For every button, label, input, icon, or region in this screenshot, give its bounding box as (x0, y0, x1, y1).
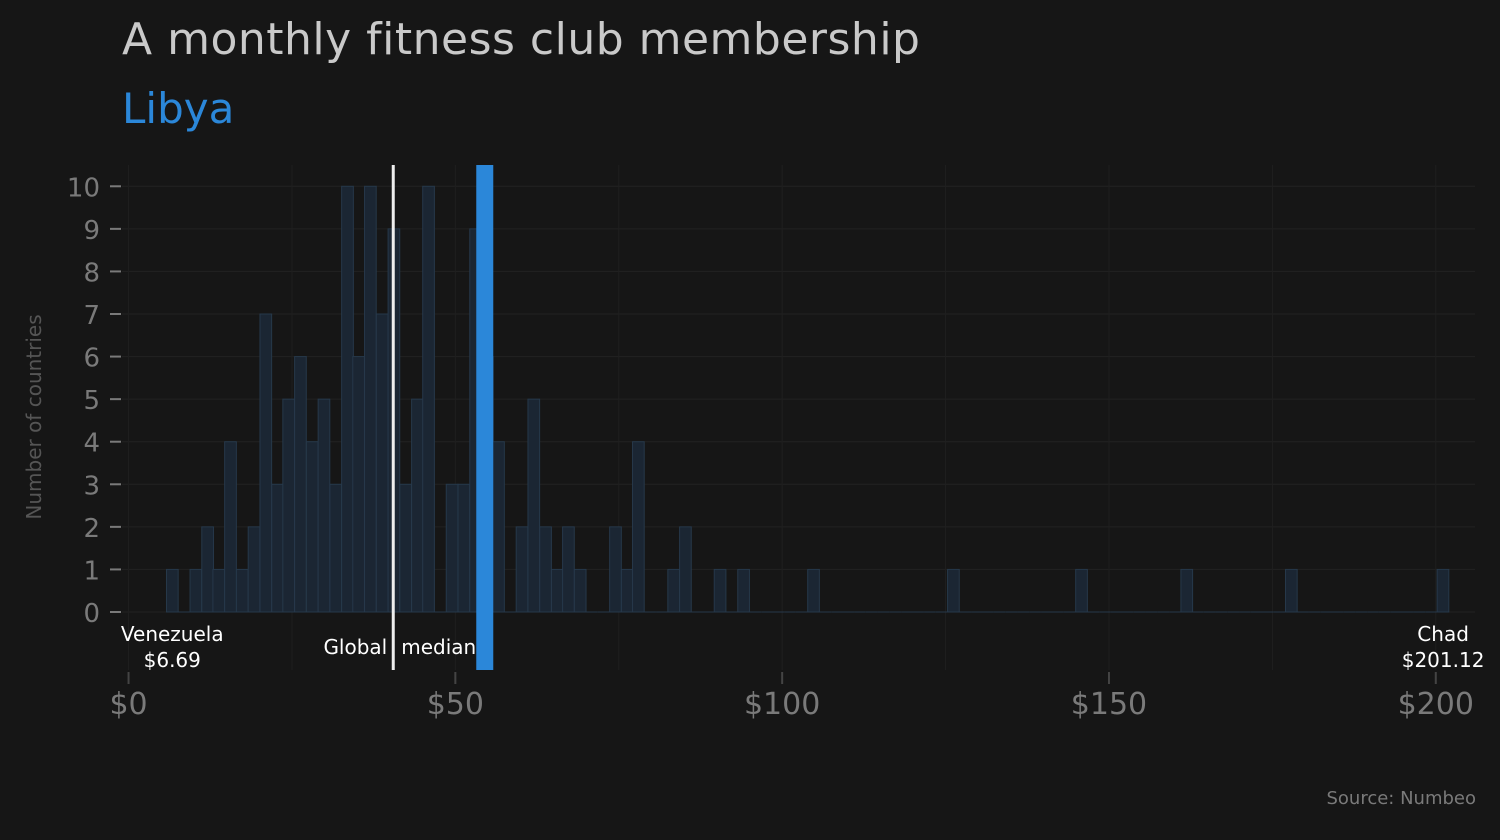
histogram-bar (201, 526, 214, 613)
y-tick-label: 10 (67, 173, 100, 203)
histogram-bar (737, 568, 750, 613)
chart-title: A monthly fitness club membership (122, 14, 921, 65)
histogram-bar (527, 398, 541, 613)
histogram-bar (492, 441, 505, 613)
source-note: Source: Numbeo (1326, 788, 1476, 809)
histogram-bar (1436, 568, 1450, 613)
histogram-bar (947, 568, 960, 613)
histogram-bar (294, 356, 307, 613)
highlight-bar (476, 165, 494, 670)
histogram-bar (422, 185, 435, 613)
y-axis-title: Number of countries (22, 314, 46, 519)
histogram-bar (375, 313, 389, 613)
histogram-bar (165, 568, 179, 613)
histogram-bar (411, 398, 424, 613)
y-tick-label: 5 (83, 386, 100, 416)
x-tick-label: $150 (1071, 687, 1147, 722)
y-tick-label: 3 (83, 471, 100, 501)
histogram-bar (1284, 568, 1298, 613)
y-tick-label: 9 (83, 216, 100, 246)
histogram-bar (807, 568, 820, 613)
histogram-bar (212, 568, 226, 613)
histogram-bar (305, 441, 319, 613)
histogram-bar (341, 185, 354, 613)
histogram-bar (445, 483, 459, 613)
histogram-bar (352, 356, 365, 613)
histogram-bar (329, 483, 343, 613)
median-label-word: median (401, 635, 476, 659)
histogram-bar (259, 313, 273, 613)
histogram-bar (539, 526, 552, 613)
y-tick-label: 6 (83, 344, 100, 374)
bars-layer (165, 185, 1450, 613)
x-tick-label: $100 (744, 687, 820, 722)
histogram-bar (609, 526, 622, 613)
y-tick-label: 7 (83, 301, 100, 331)
median-label: Global median (323, 635, 476, 659)
histogram-bar (317, 398, 331, 613)
annotation-label: $6.69 (144, 648, 201, 672)
x-tick-label: $0 (109, 687, 147, 722)
histogram-bar (364, 185, 377, 613)
y-tick-label: 0 (83, 599, 100, 629)
histogram-bar (713, 568, 727, 613)
x-tick-label: $50 (427, 687, 484, 722)
axis-layer: 0 1 2 3 4 5 6 7 8 9 10 Number of countries $0 $50 $100… (22, 173, 1474, 722)
chart-subtitle: Libya (122, 84, 235, 133)
histogram-bar (271, 483, 284, 613)
annotation-label: Chad (1417, 622, 1469, 646)
histogram-bar (620, 568, 634, 613)
histogram-bar (224, 441, 237, 613)
histogram-bar (247, 526, 261, 613)
histogram-bar (1180, 568, 1194, 613)
histogram-bar (550, 568, 564, 613)
histogram-chart: Global median Venezuela$6.69 Chad$201.12 0 1… (22, 165, 1485, 722)
histogram-bar (457, 483, 471, 613)
annotation-label: $201.12 (1402, 648, 1485, 672)
median-label-word: Global (323, 635, 387, 659)
x-tick-label: $200 (1398, 687, 1474, 722)
histogram-bar (632, 441, 645, 613)
histogram-bar (679, 526, 692, 613)
histogram-bar (189, 568, 203, 613)
histogram-bar (573, 568, 587, 613)
histogram-bar (667, 568, 680, 613)
histogram-bar (1075, 568, 1088, 613)
histogram-bar (515, 526, 529, 613)
histogram-bar (562, 526, 575, 613)
histogram-bar (235, 568, 249, 613)
histogram-bar (282, 398, 296, 613)
overlay-layer: Global median Venezuela$6.69 Chad$201.12 (121, 165, 1485, 672)
y-tick-label: 2 (83, 514, 100, 544)
y-tick-label: 8 (83, 258, 100, 288)
histogram-bar (399, 483, 413, 613)
annotation-label: Venezuela (121, 622, 224, 646)
y-tick-label: 4 (83, 429, 100, 459)
y-tick-label: 1 (83, 556, 100, 586)
